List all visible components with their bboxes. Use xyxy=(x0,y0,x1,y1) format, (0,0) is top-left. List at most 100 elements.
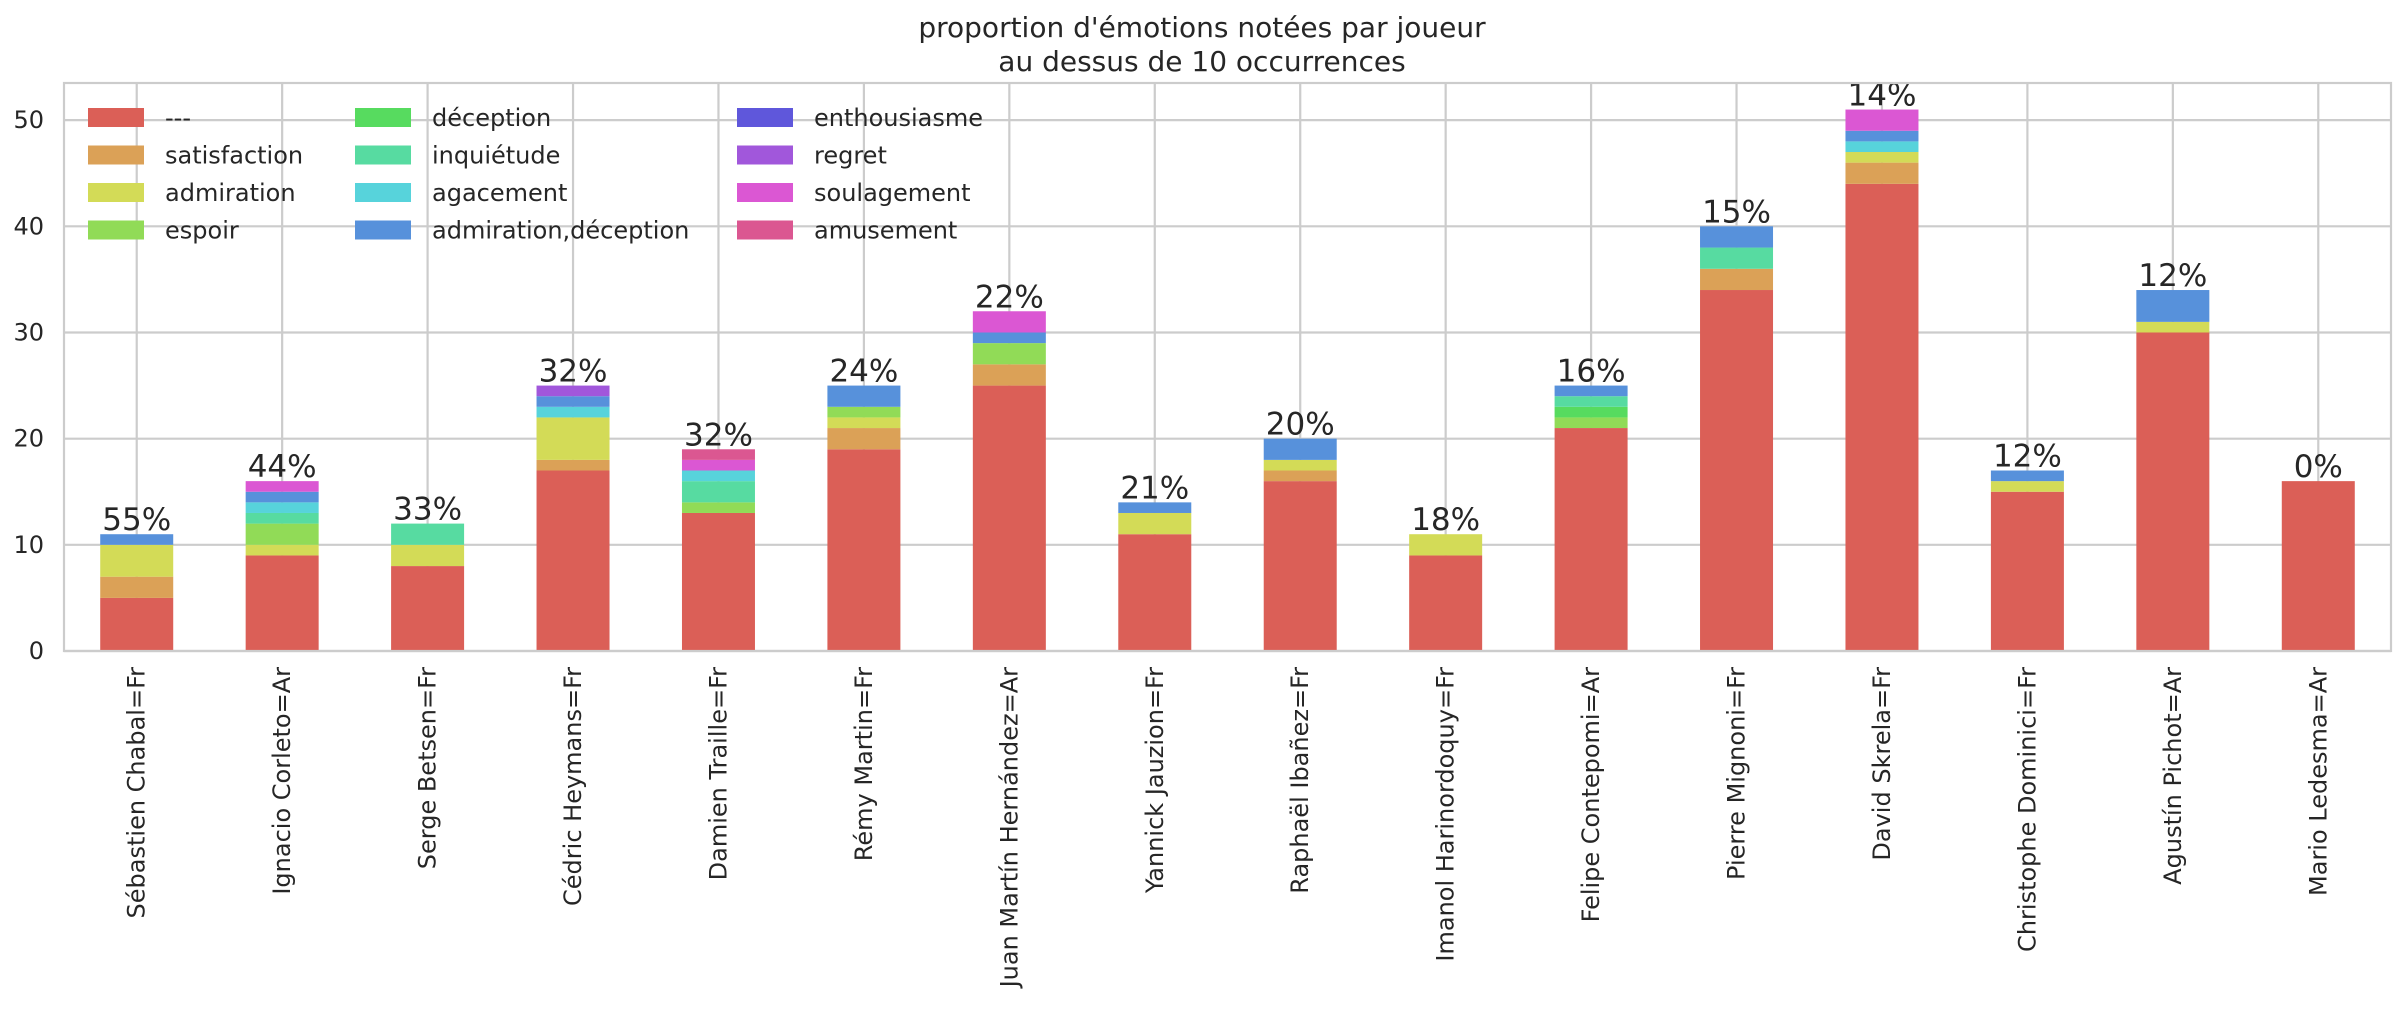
x-tick-label: Sébastien Chabal=Fr xyxy=(123,667,151,919)
bar-segment xyxy=(827,449,901,651)
bar-segment xyxy=(827,417,901,429)
bar-percentage-label: 32% xyxy=(684,417,753,453)
bar-segment xyxy=(245,502,319,513)
legend-label: --- xyxy=(165,104,191,132)
legend-label: inquiétude xyxy=(432,142,560,170)
bar-segment xyxy=(391,523,465,545)
bar-segment xyxy=(1845,162,1919,184)
bar-segment xyxy=(972,343,1046,365)
x-tick-label: Felipe Contepomi=Ar xyxy=(1577,667,1605,923)
bar-segment xyxy=(391,566,465,651)
bar-segment xyxy=(2136,321,2210,333)
bar-segment xyxy=(681,512,755,651)
x-tick-label: Juan Martín Hernández=Ar xyxy=(995,667,1023,990)
legend-swatch xyxy=(737,108,793,127)
bar-segment xyxy=(245,544,319,556)
bar-segment xyxy=(827,428,901,450)
bar-segment xyxy=(1554,417,1628,429)
bar-segment xyxy=(1554,385,1628,397)
bar-segment xyxy=(1118,534,1192,651)
x-tick-label: Agustín Pichot=Ar xyxy=(2159,667,2187,885)
x-tick-label: Mario Ledesma=Ar xyxy=(2304,667,2332,896)
bar-segment xyxy=(681,470,755,482)
bar-segment xyxy=(391,544,465,567)
x-tick-label: Damien Traille=Fr xyxy=(704,667,732,880)
bar-segment xyxy=(1409,555,1483,651)
y-tick-label: 30 xyxy=(13,318,44,346)
bar-segment xyxy=(1845,141,1919,153)
legend-swatch xyxy=(88,145,144,165)
bar-percentage-label: 44% xyxy=(248,449,317,485)
bar-segment xyxy=(100,576,174,598)
bar-segment xyxy=(536,396,610,407)
bar-segment xyxy=(536,417,610,460)
x-tick-label: Christophe Dominici=Fr xyxy=(2013,667,2041,952)
legend-label: agacement xyxy=(432,179,567,207)
bar-segment xyxy=(681,459,755,471)
y-tick-label: 20 xyxy=(13,425,44,453)
bar-segment xyxy=(1700,290,1774,651)
bar-segment xyxy=(245,491,319,503)
bar-segment xyxy=(827,406,901,418)
bar-percentage-label: 18% xyxy=(1411,502,1480,538)
legend-swatch xyxy=(737,145,793,165)
bar-percentage-label: 22% xyxy=(975,279,1044,315)
x-tick-label: Serge Betsen=Fr xyxy=(414,667,442,869)
bar-segment xyxy=(2136,332,2210,651)
bar-percentage-label: 21% xyxy=(1120,470,1189,506)
legend-label: regret xyxy=(814,142,887,170)
bar-segment xyxy=(536,406,610,418)
legend-swatch xyxy=(355,220,411,240)
y-tick-label: 10 xyxy=(13,531,44,559)
bar-segment xyxy=(536,470,610,651)
bar-percentage-label: 33% xyxy=(393,492,462,528)
plot-area: 55%44%33%32%32%24%22%21%20%18%16%15%14%1… xyxy=(13,78,2393,990)
bar-segment xyxy=(1263,459,1337,471)
legend-swatch xyxy=(355,183,411,202)
bar-percentage-label: 0% xyxy=(2294,449,2343,485)
bar-segment xyxy=(245,512,319,524)
x-tick-label: Imanol Harinordoquy=Fr xyxy=(1432,667,1460,962)
legend-label: espoir xyxy=(165,217,239,245)
bar-segment xyxy=(1118,512,1192,535)
bar-segment xyxy=(972,311,1046,333)
x-tick-label: David Skrela=Fr xyxy=(1868,667,1896,861)
bar-segment xyxy=(1554,428,1628,651)
bar-segment xyxy=(1118,502,1192,513)
bar-segment xyxy=(2136,290,2210,322)
bar-segment xyxy=(100,544,174,577)
bar-segment xyxy=(1990,470,2064,482)
bar-segment xyxy=(1700,268,1774,291)
bar-segment xyxy=(1554,396,1628,407)
bar-segment xyxy=(1990,481,2064,492)
bar-segment xyxy=(972,364,1046,386)
legend-label: admiration,déception xyxy=(432,217,689,245)
bar-segment xyxy=(1263,481,1337,651)
legend-label: soulagement xyxy=(814,179,971,207)
bar-percentage-label: 55% xyxy=(102,502,171,538)
bar-percentage-label: 12% xyxy=(2138,258,2207,294)
bar-percentage-label: 24% xyxy=(829,354,898,390)
legend-swatch xyxy=(737,183,793,202)
bar-segment xyxy=(1990,491,2064,651)
bar-segment xyxy=(245,481,319,492)
bar-segment xyxy=(681,481,755,503)
bar-segment xyxy=(1700,247,1774,269)
legend-swatch xyxy=(737,220,793,240)
x-tick-label: Yannick Jauzion=Fr xyxy=(1141,667,1169,894)
bar-segment xyxy=(972,385,1046,651)
legend-swatch xyxy=(88,108,144,127)
plot-frame xyxy=(62,81,2393,653)
bar-segment xyxy=(681,502,755,513)
x-tick-label: Rémy Martin=Fr xyxy=(850,667,878,861)
bar-segment xyxy=(536,385,610,397)
bar-segment xyxy=(1700,226,1774,248)
legend-label: déception xyxy=(432,104,551,132)
bar-segment xyxy=(1845,152,1919,163)
bar-segment xyxy=(1263,438,1337,460)
bar-segment xyxy=(1263,470,1337,482)
legend-label: admiration xyxy=(165,179,296,207)
chart-title-line-2: au dessus de 10 occurrences xyxy=(998,45,1405,78)
bar-segment xyxy=(2281,481,2355,651)
